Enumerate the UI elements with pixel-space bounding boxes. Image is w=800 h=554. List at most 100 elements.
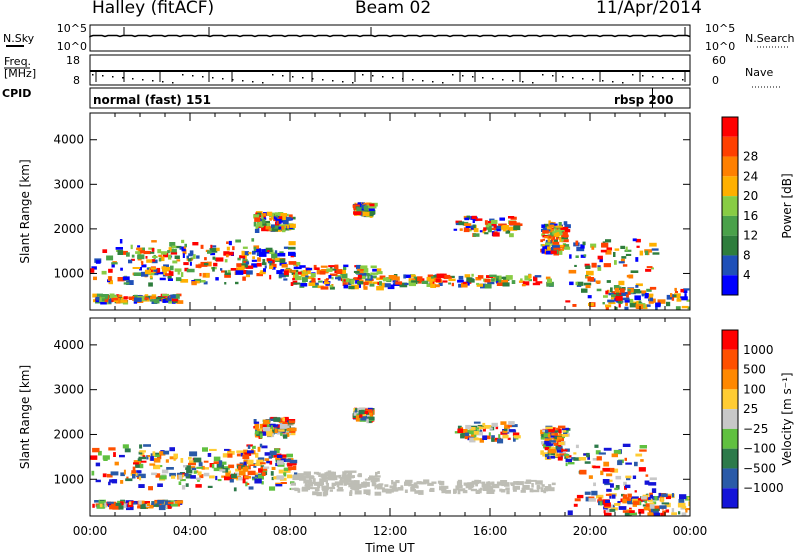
power-cell bbox=[560, 226, 569, 230]
velocity-cell bbox=[349, 470, 357, 473]
power-cell bbox=[133, 272, 142, 276]
velocity-cell bbox=[609, 508, 616, 512]
velocity-cell bbox=[611, 494, 616, 499]
velocity-cell bbox=[138, 456, 147, 460]
power-cell bbox=[262, 213, 267, 217]
power-cell bbox=[328, 265, 336, 268]
power-cell bbox=[505, 275, 513, 280]
nsky-tick-bottom: 10^0 bbox=[57, 40, 87, 53]
velocity-cell bbox=[310, 476, 315, 479]
power-cell bbox=[318, 280, 323, 283]
power-cell bbox=[108, 268, 113, 273]
velocity-cell bbox=[405, 479, 413, 483]
power-cell bbox=[508, 216, 515, 219]
velocity-cell bbox=[362, 481, 367, 486]
power-cell bbox=[417, 276, 423, 282]
power-cell bbox=[176, 259, 181, 262]
power-cell bbox=[649, 297, 654, 302]
nsky-trace bbox=[89, 34, 691, 38]
velocity-cell bbox=[289, 459, 298, 464]
power-cell bbox=[610, 287, 613, 293]
power-cell bbox=[111, 264, 115, 268]
velocity-cell bbox=[610, 483, 614, 488]
power-cell bbox=[329, 286, 335, 290]
power-cell bbox=[430, 283, 436, 288]
nave-point-44 bbox=[532, 82, 534, 84]
power-cell bbox=[157, 271, 165, 275]
velocity-cell bbox=[627, 493, 632, 498]
power-cell bbox=[271, 263, 277, 268]
power-cell bbox=[403, 274, 407, 279]
power-cell bbox=[490, 221, 497, 224]
nave-point-58 bbox=[672, 78, 674, 80]
velocity-cell bbox=[605, 499, 610, 503]
power-cell bbox=[550, 250, 557, 254]
power-cell bbox=[281, 227, 286, 233]
velocity-cell bbox=[598, 452, 606, 455]
velocity-cell bbox=[153, 452, 160, 456]
power-cell bbox=[363, 205, 369, 210]
power-cell bbox=[603, 295, 608, 298]
power-cell bbox=[369, 283, 375, 287]
power-cell bbox=[502, 228, 507, 232]
power-cell bbox=[436, 273, 445, 279]
velocity-cell bbox=[498, 434, 501, 439]
velocity-cell bbox=[119, 454, 125, 458]
power-cell bbox=[393, 280, 396, 285]
power-cell bbox=[352, 204, 360, 208]
xtick-label-1: 04:00 bbox=[173, 524, 208, 538]
velocity-cell bbox=[551, 433, 556, 436]
power-cell bbox=[649, 286, 657, 290]
velocity-cell bbox=[350, 480, 357, 485]
power-cell bbox=[136, 247, 143, 251]
nave-point-37 bbox=[462, 75, 464, 77]
velocity-cell bbox=[457, 428, 464, 433]
velocity-cell bbox=[242, 466, 249, 472]
velocity-cell bbox=[225, 470, 231, 474]
nave-point-3 bbox=[122, 77, 124, 79]
power-cell bbox=[620, 258, 625, 263]
freq-tick-top: 18 bbox=[66, 54, 80, 67]
velocity-cell bbox=[679, 494, 687, 500]
velocity-cell bbox=[139, 463, 144, 469]
velocity-cell bbox=[584, 461, 591, 464]
power-cell bbox=[146, 267, 151, 271]
velocity-cell bbox=[150, 453, 154, 457]
power-cell bbox=[600, 249, 607, 253]
power-cell bbox=[348, 286, 355, 290]
power-cell bbox=[170, 265, 174, 271]
power-cell bbox=[152, 255, 158, 258]
velocity-cell bbox=[661, 493, 668, 497]
power-cell bbox=[290, 282, 294, 286]
power-cell bbox=[370, 275, 377, 279]
power-colorbar-tick-2: 12 bbox=[743, 229, 758, 243]
velocity-cell bbox=[652, 501, 657, 505]
power-cell bbox=[209, 248, 218, 253]
power-cell bbox=[370, 275, 373, 280]
power-cell bbox=[448, 282, 451, 285]
velocity-cell bbox=[418, 481, 427, 485]
velocity-cell bbox=[544, 440, 551, 445]
velocity-cell bbox=[558, 441, 565, 445]
velocity-cell bbox=[263, 466, 270, 469]
velocity-cell bbox=[441, 488, 447, 494]
nsky-label: N.Sky bbox=[3, 32, 35, 45]
velocity-cell bbox=[374, 491, 382, 496]
power-cell bbox=[417, 280, 422, 284]
velocity-cell bbox=[183, 465, 187, 468]
velocity-cell bbox=[189, 460, 196, 465]
velocity-cell bbox=[324, 490, 327, 494]
power-colorbar-tick-5: 24 bbox=[743, 169, 758, 183]
power-cell bbox=[635, 304, 644, 309]
power-cell bbox=[545, 250, 553, 255]
velocity-cell bbox=[649, 504, 655, 509]
velocity-cell bbox=[573, 503, 578, 507]
velocity-cell bbox=[242, 454, 250, 459]
velocity-cell bbox=[510, 424, 518, 428]
power-cell bbox=[384, 283, 391, 288]
velocity-cell bbox=[493, 485, 497, 488]
power-cell bbox=[215, 277, 219, 281]
power-cell bbox=[294, 275, 302, 281]
velocity-cell bbox=[558, 444, 562, 448]
power-cell bbox=[496, 281, 499, 284]
